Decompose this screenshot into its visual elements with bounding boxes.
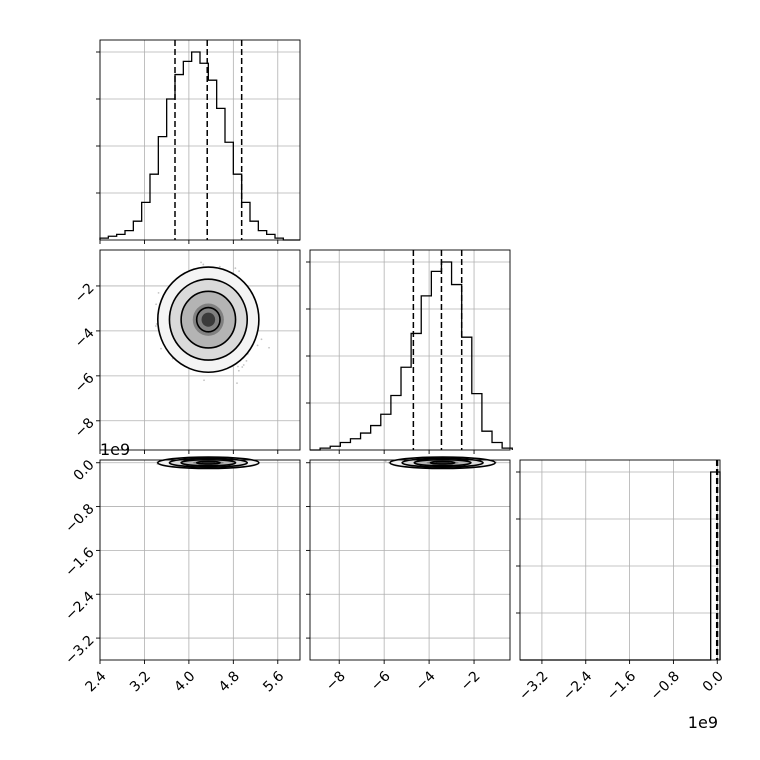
sample-point (241, 366, 244, 368)
density-contour (389, 456, 496, 470)
panel-background (100, 460, 300, 660)
histogram-step (310, 261, 513, 451)
sample-point (202, 263, 205, 266)
sample-point (256, 344, 259, 347)
density-contour (180, 290, 237, 349)
x-tick-label: 4.0 (171, 668, 198, 695)
density-contour (168, 457, 249, 468)
y-tick-label: −1.6 (62, 545, 97, 580)
histogram-step (99, 51, 300, 241)
x-tick-label: 0.0 (700, 668, 727, 695)
sample-point (237, 369, 240, 372)
sample-point (200, 261, 202, 264)
x-tick-label: −6 (368, 668, 394, 694)
x-tick-label: −3.2 (516, 668, 551, 703)
x-tick-label: 3.2 (127, 668, 154, 695)
y-tick-label: −2 (72, 280, 98, 306)
sample-point (160, 347, 162, 350)
panel-border (309, 459, 511, 661)
panel-background (310, 460, 510, 660)
sample-point (387, 461, 390, 464)
panel-2-2: −3.2 −2.4 −1.6 −0.8 0.0 (516, 459, 727, 704)
sample-point (237, 365, 239, 368)
density-contour (156, 456, 260, 470)
x-tick-label: 5.6 (260, 668, 287, 695)
x-tick-label: 2.4 (83, 668, 110, 695)
panel-1-1 (306, 249, 513, 454)
panel-background (100, 40, 300, 240)
y-tick-label: 0.0 (71, 457, 98, 484)
x-tick-label: −0.8 (648, 668, 683, 703)
panel-background (310, 250, 510, 450)
x-tick-label: −1.6 (604, 668, 639, 703)
y-tick-label: −8 (72, 415, 98, 441)
sample-point (245, 359, 248, 362)
x-tick-label: −8 (323, 668, 349, 694)
panel-background (520, 460, 720, 660)
panel-border (519, 459, 721, 661)
y-tick-label: −3.2 (62, 632, 97, 667)
x-tick-label: 4.8 (216, 668, 243, 695)
sample-point (155, 303, 158, 306)
panel-0-0 (96, 39, 301, 244)
density-level (201, 312, 216, 327)
density-level (435, 461, 450, 464)
density-contour (195, 460, 221, 465)
y-tick-label: −4 (72, 325, 98, 351)
axis-offset-label: 1e9 (100, 440, 130, 459)
panel-border (99, 249, 301, 451)
density-contour (156, 266, 260, 374)
sample-point (260, 338, 263, 341)
density-level (201, 461, 216, 464)
density-contour (195, 306, 221, 333)
sample-point (384, 460, 387, 463)
x-tick-label: −2 (458, 668, 484, 694)
y-tick-label: −0.8 (62, 501, 97, 536)
panel-border (99, 39, 301, 241)
y-tick-label: −6 (72, 370, 98, 396)
x-tick-label: −2.4 (560, 668, 595, 703)
density-contour (429, 460, 456, 465)
sample-point (234, 267, 237, 270)
panel-border (309, 249, 511, 451)
sample-point (154, 325, 157, 327)
density-contour (168, 278, 249, 361)
sample-point (157, 291, 160, 294)
panel-1-0: −8 −6 −4 −2 (72, 249, 301, 454)
sample-point (203, 379, 205, 382)
panel-2-0: 2.4 3.2 4.0 4.8 5.6 −3.2 −2.4 −1.6 −0.8 0.0 (62, 456, 301, 695)
density-contour (401, 457, 484, 468)
axis-offset-label: 1e9 (688, 713, 718, 732)
sample-point (242, 364, 245, 366)
y-tick-label: −2.4 (62, 589, 97, 624)
panel-2-1: −8 −6 −4 −2 (306, 456, 511, 694)
x-tick-label: −4 (413, 668, 439, 694)
sample-point (236, 382, 238, 385)
sample-point (218, 265, 221, 268)
panel-border (99, 459, 301, 661)
sample-point (268, 346, 270, 349)
sample-point (238, 270, 240, 273)
